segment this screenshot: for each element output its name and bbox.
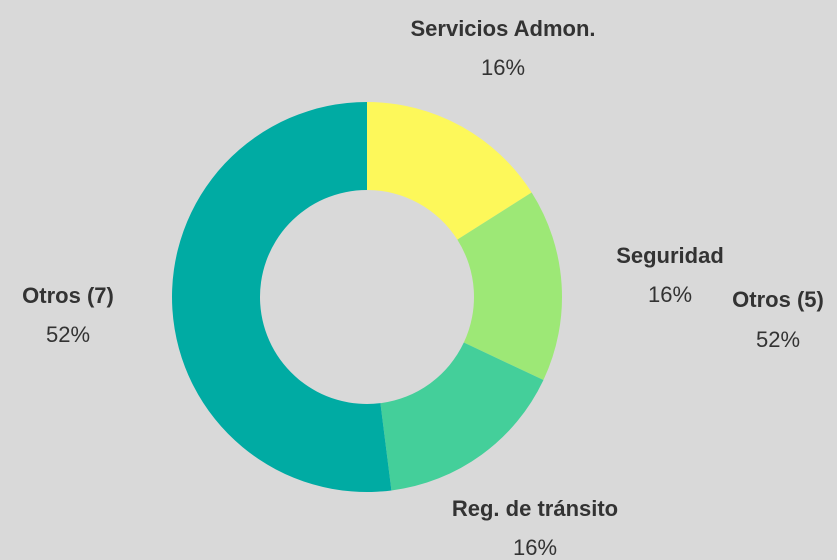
slice-label: Reg. de tránsito [452,496,618,521]
annotation-label: Otros (5) [732,287,824,312]
slice-label: Seguridad [616,243,724,268]
slice-value: 52% [46,322,90,347]
slice [380,342,544,491]
slice-label: Otros (7) [22,283,114,308]
slice [172,102,392,492]
annotation-value: 52% [756,327,800,352]
slice-value: 16% [481,55,525,80]
slice [367,102,532,240]
slice-value: 16% [513,535,557,560]
slice-label: Servicios Admon. [410,16,595,41]
slice [457,192,562,381]
slice-value: 16% [648,282,692,307]
